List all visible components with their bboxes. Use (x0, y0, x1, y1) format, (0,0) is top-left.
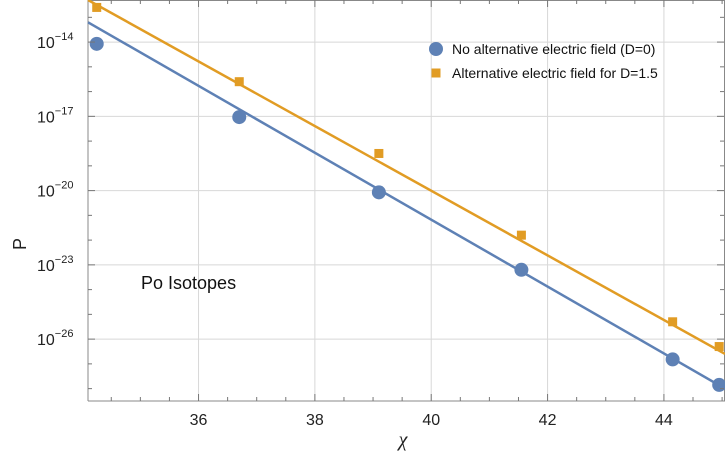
legend-marker-square (431, 68, 441, 78)
fit-lines (87, 0, 725, 390)
data-point-d0 (665, 352, 680, 367)
data-point-d1-5 (92, 2, 102, 12)
x-tick-label: 38 (306, 412, 324, 429)
y-axis-label: P (10, 238, 30, 250)
data-point-d0 (371, 185, 386, 200)
fit-line-d0 (87, 21, 725, 390)
data-point-d1-5 (668, 317, 678, 327)
legend-label: No alternative electric field (D=0) (452, 41, 655, 57)
y-tick-label: 10−14 (37, 31, 73, 52)
fit-line-d1-5 (87, 0, 725, 356)
data-point-d1-5 (374, 148, 384, 158)
plot-frame (87, 0, 725, 402)
y-tick-label: 10−20 (37, 180, 73, 201)
data-point-d1-5 (516, 230, 526, 240)
x-tick-label: 36 (190, 412, 208, 429)
data-point-d0 (89, 36, 104, 51)
x-tick-label: 42 (539, 412, 557, 429)
y-tick-label: 10−23 (37, 254, 73, 275)
legend-marker-circle (429, 42, 443, 56)
y-tick-label: 10−17 (37, 105, 73, 126)
po-isotopes-annotation: Po Isotopes (141, 273, 236, 293)
x-tick-label: 40 (422, 412, 440, 429)
y-axis-ticks: 10−14 10−17 10−20 10−23 10−26 (37, 16, 724, 390)
legend: No alternative electric field (D=0) Alter… (429, 41, 658, 81)
legend-label: Alternative electric field for D=1.5 (452, 65, 658, 81)
y-tick-label: 10−26 (37, 328, 73, 349)
x-axis-label: χ (397, 429, 409, 451)
data-point-d0 (232, 110, 247, 125)
data-point-d0 (712, 377, 725, 392)
x-axis-ticks: 36 38 40 42 44 (110, 0, 723, 429)
grid (88, 0, 725, 401)
data-points (89, 2, 725, 392)
x-tick-label: 44 (655, 412, 673, 429)
data-point-d1-5 (714, 342, 724, 352)
data-point-d1-5 (234, 77, 244, 87)
data-point-d0 (514, 262, 529, 277)
